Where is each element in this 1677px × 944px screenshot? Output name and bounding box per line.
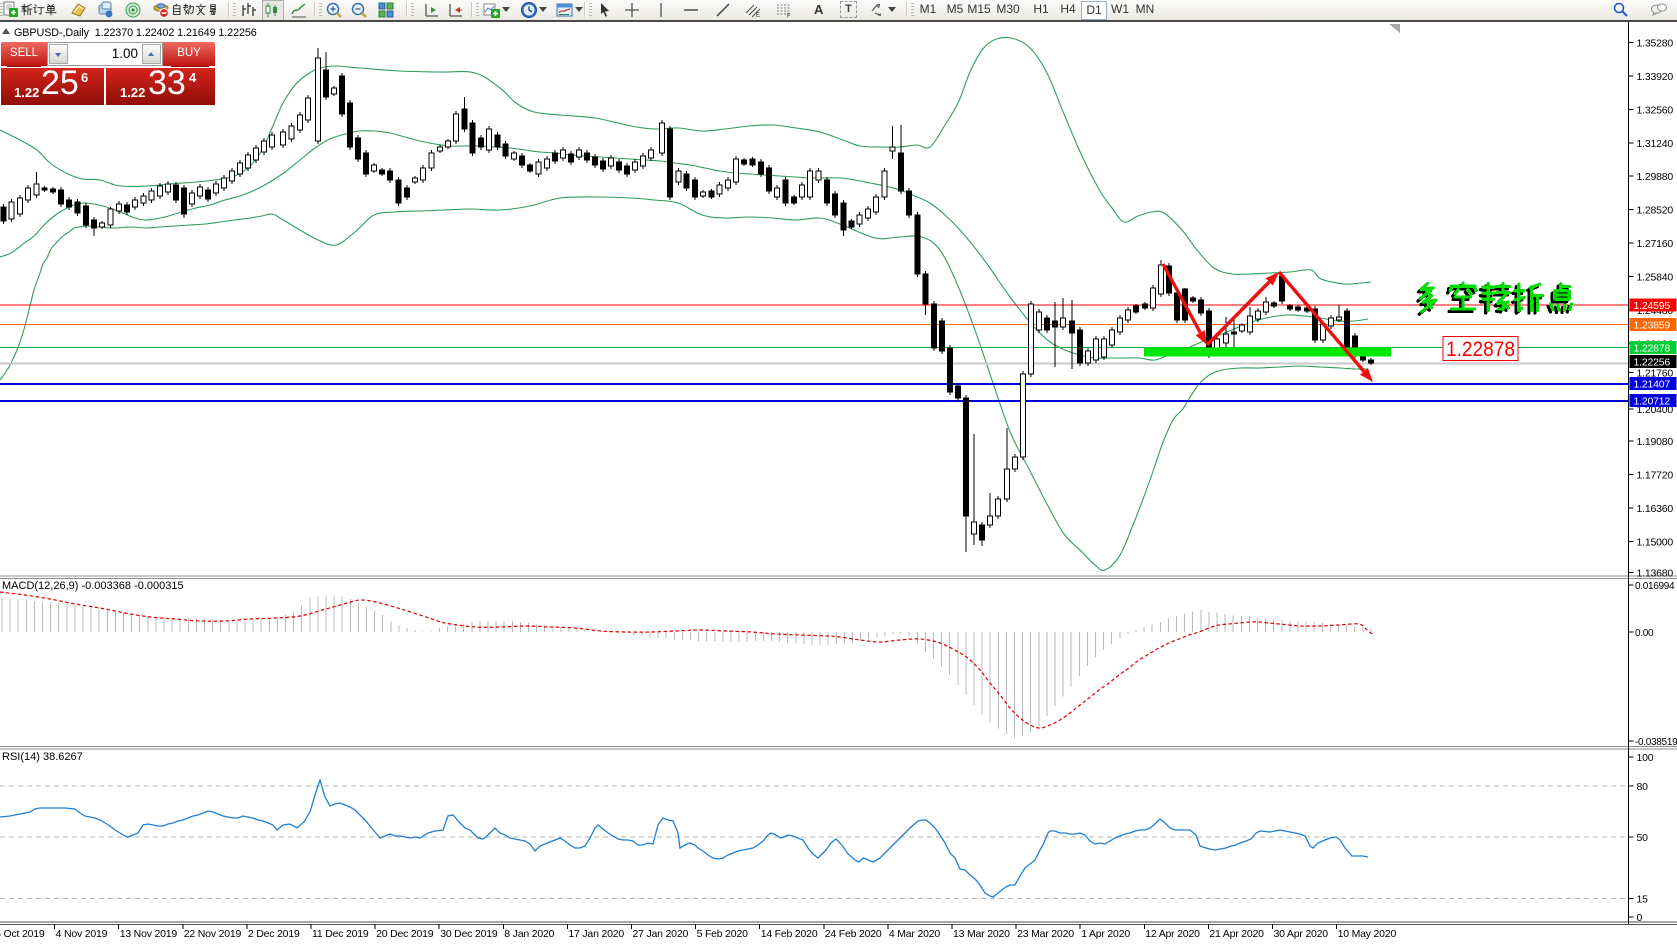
svg-text:0.00: 0.00 xyxy=(1635,628,1654,639)
svg-text:1.16360: 1.16360 xyxy=(1637,503,1674,515)
svg-text:1.24595: 1.24595 xyxy=(1634,300,1671,312)
svg-text:RSI(14) 38.6267: RSI(14) 38.6267 xyxy=(2,751,83,763)
svg-text:17 Jan 2020: 17 Jan 2020 xyxy=(568,928,624,940)
svg-text:1.31240: 1.31240 xyxy=(1637,138,1674,150)
svg-text:30 Dec 2019: 30 Dec 2019 xyxy=(440,928,498,940)
svg-text:1.22878: 1.22878 xyxy=(1446,337,1515,361)
svg-text:5 Feb 2020: 5 Feb 2020 xyxy=(697,928,748,940)
svg-text:1 Apr 2020: 1 Apr 2020 xyxy=(1081,928,1130,940)
svg-text:13 Nov 2019: 13 Nov 2019 xyxy=(120,928,178,940)
svg-text:1.27160: 1.27160 xyxy=(1637,238,1674,250)
svg-text:24 Feb 2020: 24 Feb 2020 xyxy=(825,928,882,940)
svg-text:100: 100 xyxy=(1637,752,1654,764)
svg-text:8 Jan 2020: 8 Jan 2020 xyxy=(504,928,554,940)
svg-text:1.33920: 1.33920 xyxy=(1637,71,1674,83)
svg-text:27 Jan 2020: 27 Jan 2020 xyxy=(633,928,689,940)
svg-text:21 Apr 2020: 21 Apr 2020 xyxy=(1209,928,1264,940)
svg-text:4 Nov 2019: 4 Nov 2019 xyxy=(56,928,108,940)
svg-text:30 Apr 2020: 30 Apr 2020 xyxy=(1274,928,1329,940)
svg-text:22 Nov 2019: 22 Nov 2019 xyxy=(184,928,242,940)
svg-text:20 Dec 2019: 20 Dec 2019 xyxy=(376,928,434,940)
svg-text:80: 80 xyxy=(1637,781,1649,793)
svg-text:1.19080: 1.19080 xyxy=(1637,436,1674,448)
svg-text:10 May 2020: 10 May 2020 xyxy=(1338,928,1397,940)
svg-text:0.016994: 0.016994 xyxy=(1635,581,1675,592)
svg-text:23 Mar 2020: 23 Mar 2020 xyxy=(1017,928,1074,940)
svg-text:1.21407: 1.21407 xyxy=(1634,379,1671,391)
svg-text:1.21760: 1.21760 xyxy=(1637,368,1674,380)
svg-text:50: 50 xyxy=(1637,832,1649,844)
svg-text:E: E xyxy=(756,13,760,19)
svg-text:-0.038519: -0.038519 xyxy=(1635,737,1677,748)
svg-text:1.35280: 1.35280 xyxy=(1637,38,1674,50)
svg-text:15: 15 xyxy=(1637,894,1649,906)
svg-text:11 Dec 2019: 11 Dec 2019 xyxy=(312,928,369,940)
svg-text:MACD(12,26,9) -0.003368 -0.000: MACD(12,26,9) -0.003368 -0.000315 xyxy=(2,580,184,592)
svg-text:1.32560: 1.32560 xyxy=(1637,104,1674,116)
svg-text:1.17720: 1.17720 xyxy=(1637,470,1674,482)
svg-text:1.13680: 1.13680 xyxy=(1637,568,1674,580)
svg-text:1.23859: 1.23859 xyxy=(1634,320,1671,332)
svg-text:1.25840: 1.25840 xyxy=(1637,271,1674,283)
svg-text:1.22256: 1.22256 xyxy=(1634,357,1671,369)
svg-text:1.29880: 1.29880 xyxy=(1637,171,1674,183)
svg-text:14 Feb 2020: 14 Feb 2020 xyxy=(761,928,818,940)
svg-text:4 Mar 2020: 4 Mar 2020 xyxy=(889,928,940,940)
svg-text:1.15000: 1.15000 xyxy=(1637,537,1674,549)
svg-text:12 Apr 2020: 12 Apr 2020 xyxy=(1145,928,1200,940)
svg-text:13 Mar 2020: 13 Mar 2020 xyxy=(953,928,1010,940)
svg-text:1.20712: 1.20712 xyxy=(1634,396,1671,408)
svg-text:25 Oct 2019: 25 Oct 2019 xyxy=(0,928,45,940)
svg-text:0: 0 xyxy=(1637,912,1643,924)
svg-text:F: F xyxy=(787,14,791,20)
svg-text:1.22878: 1.22878 xyxy=(1634,343,1671,355)
svg-text:2 Dec 2019: 2 Dec 2019 xyxy=(248,928,300,940)
svg-text:1.28520: 1.28520 xyxy=(1637,205,1674,217)
